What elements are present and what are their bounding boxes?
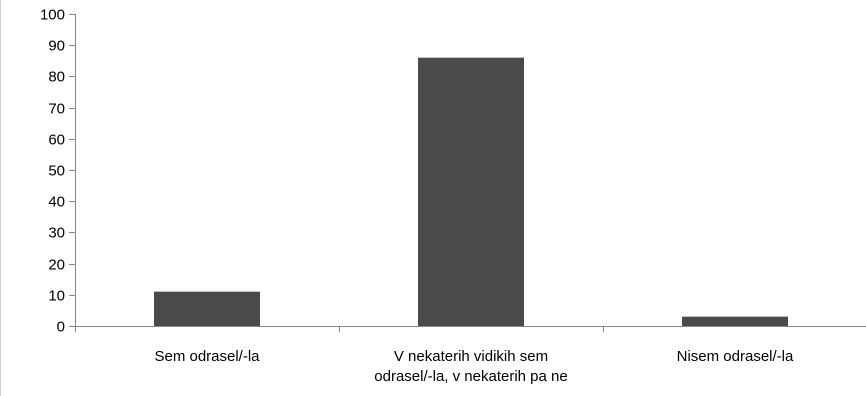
y-tick-label: 70 <box>48 101 65 118</box>
bars <box>154 57 788 327</box>
x-category-label: odrasel/-la, v nekaterih pa ne <box>374 368 567 385</box>
x-axis-category-labels: Sem odrasel/-la V nekaterih vidikih sem od… <box>154 348 794 385</box>
x-category-label: Sem odrasel/-la <box>154 348 260 365</box>
y-tick-label: 80 <box>48 69 65 86</box>
y-axis-ticks <box>69 14 75 327</box>
bar <box>154 291 260 326</box>
x-axis-ticks <box>75 326 604 332</box>
y-tick-label: 20 <box>48 257 65 274</box>
y-tick-label: 30 <box>48 225 65 242</box>
y-tick-label: 40 <box>48 194 65 211</box>
x-category-label: V nekaterih vidikih sem <box>394 348 548 365</box>
y-tick-label: 90 <box>48 38 65 55</box>
y-tick-label: 100 <box>40 7 65 24</box>
bar <box>682 316 788 326</box>
y-tick-label: 10 <box>48 288 65 305</box>
y-tick-label: 50 <box>48 163 65 180</box>
bar <box>418 57 524 327</box>
y-tick-label: 60 <box>48 132 65 149</box>
y-axis-tick-labels: 0 10 20 30 40 50 60 70 80 90 100 <box>40 7 65 336</box>
x-category-label: Nisem odrasel/-la <box>677 348 794 365</box>
y-tick-label: 0 <box>57 319 65 336</box>
